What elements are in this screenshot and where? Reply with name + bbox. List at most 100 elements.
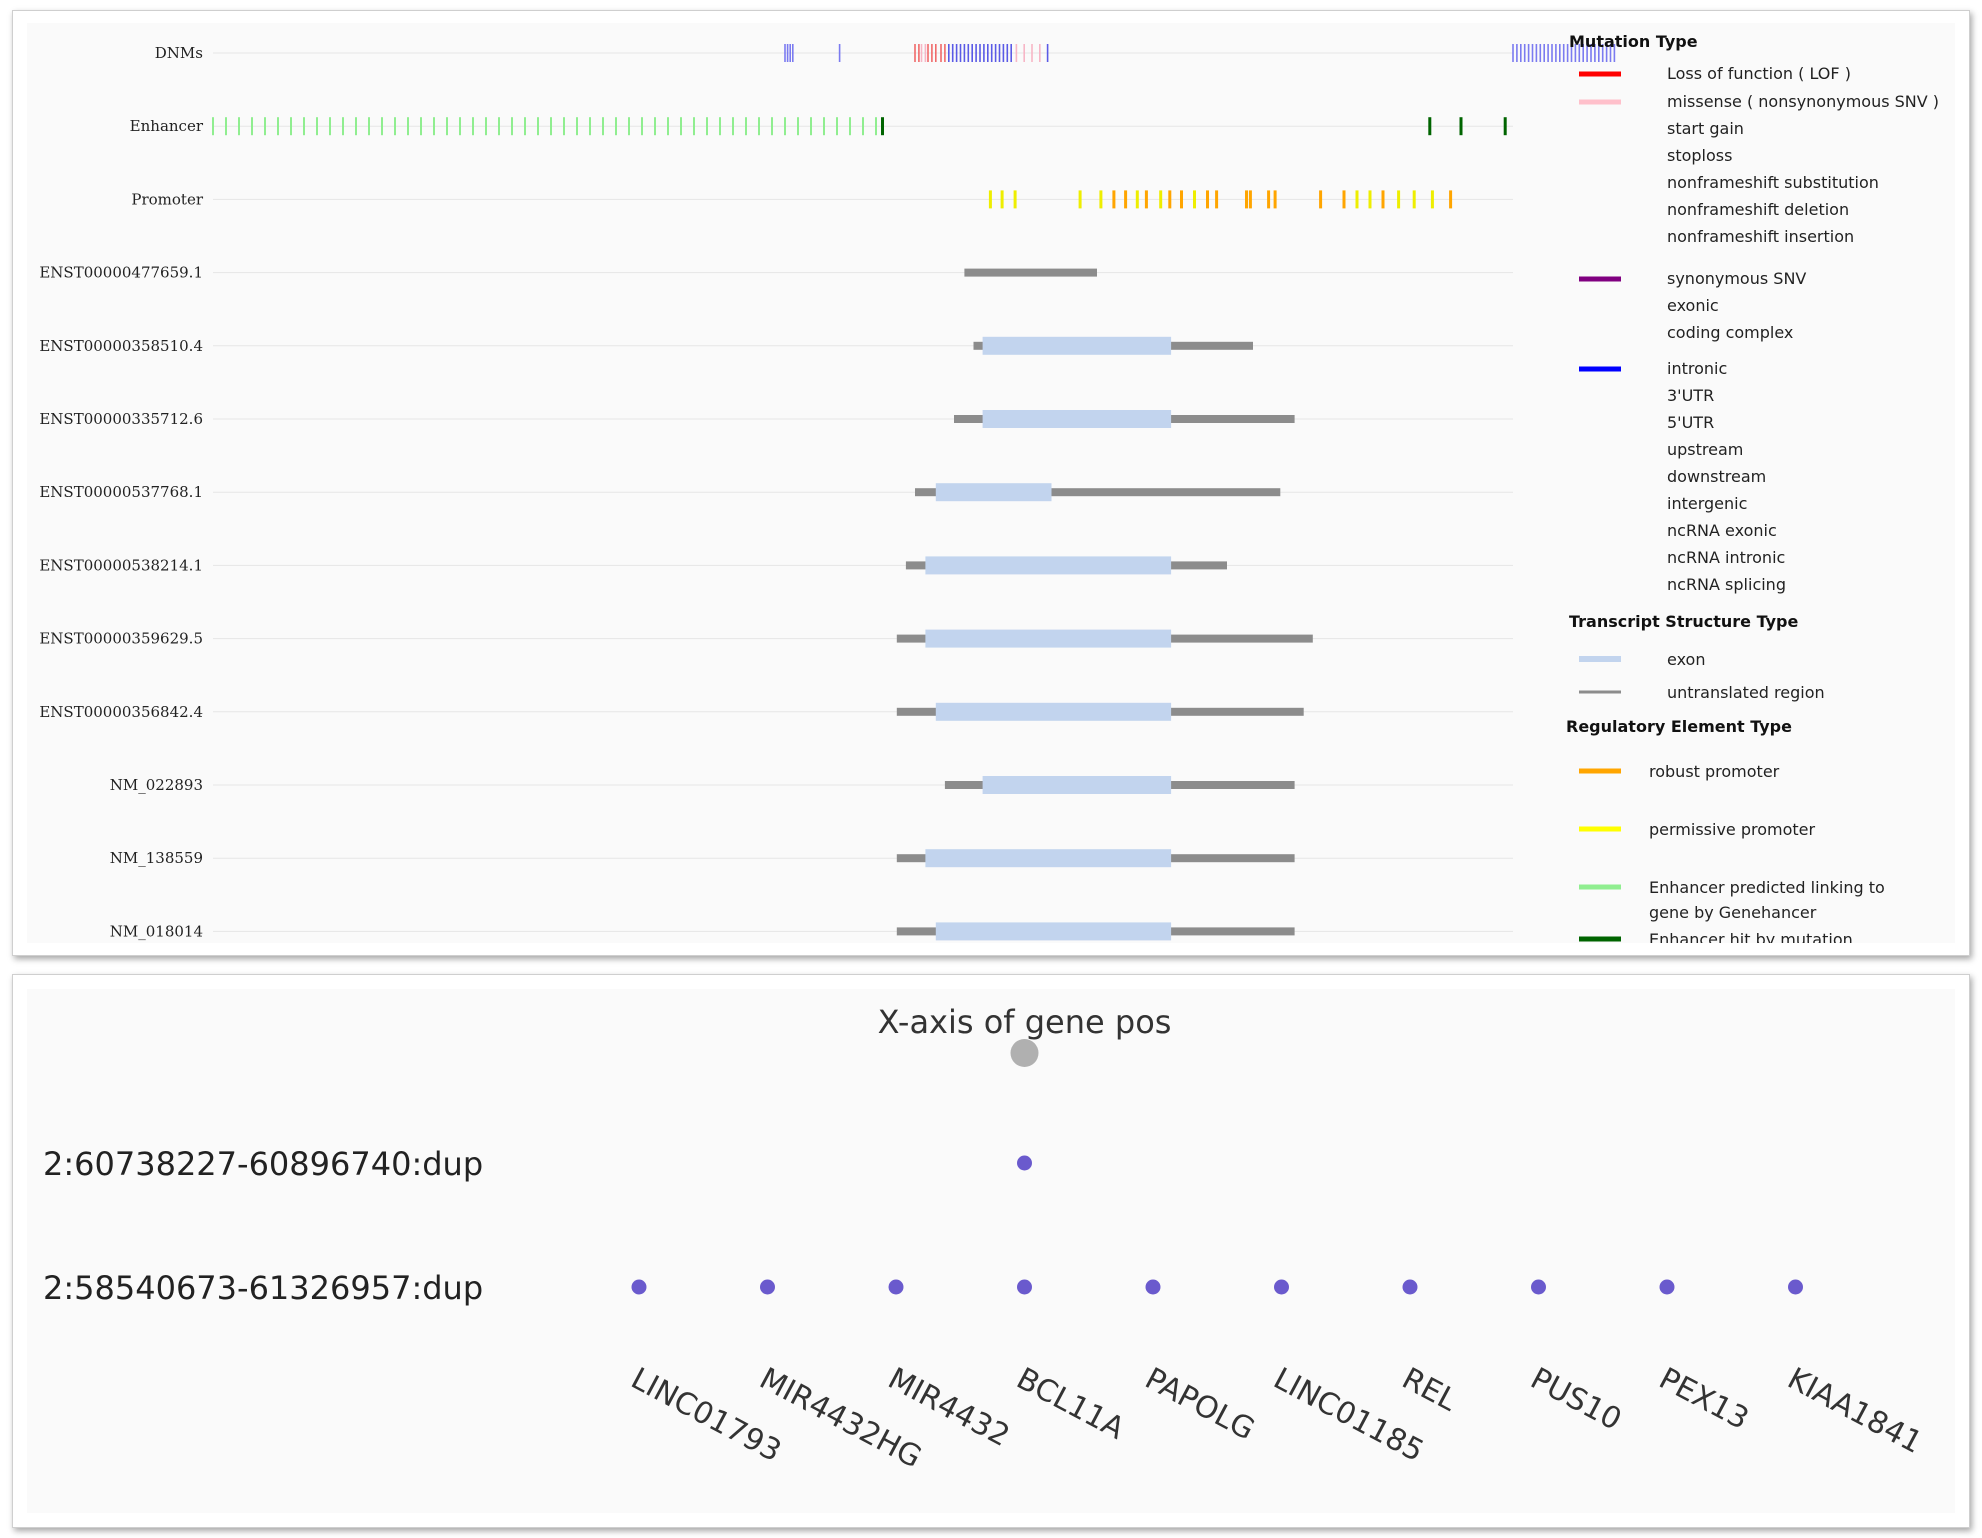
dnm-mark bbox=[1582, 44, 1584, 62]
legend-item: ncRNA intronic bbox=[1667, 548, 1785, 567]
exon-bar bbox=[925, 556, 1172, 575]
exon-bar bbox=[935, 483, 1052, 502]
dnm-mark bbox=[914, 44, 916, 62]
cnv-gene-point bbox=[1145, 1279, 1161, 1295]
enhancer-mark bbox=[446, 117, 448, 136]
enhancer-mark bbox=[797, 117, 799, 136]
genome-browser-panel: DNMs Enhancer Promoter ENST00000477659.1 ENS… bbox=[12, 10, 1970, 956]
dnm-mark bbox=[975, 44, 977, 62]
dnm-mark bbox=[924, 44, 927, 62]
track-label-enhancer: Enhancer bbox=[130, 117, 204, 135]
legend-item: start gain bbox=[1667, 119, 1744, 138]
enhancer-mark bbox=[602, 117, 604, 136]
promoter-mark bbox=[1248, 190, 1252, 209]
utr-bar bbox=[915, 488, 1281, 497]
enhancer-mark bbox=[303, 117, 305, 136]
gene-tick-label: PUS10 bbox=[1525, 1361, 1627, 1438]
legend-item: upstream bbox=[1667, 440, 1743, 459]
enhancer-hit-mark bbox=[1459, 117, 1463, 136]
x-axis-title: X-axis of gene pos bbox=[878, 1003, 1172, 1041]
enhancer-mark bbox=[745, 117, 747, 136]
gene-tick-label: PEX13 bbox=[1653, 1361, 1754, 1437]
enhancer-mark bbox=[589, 117, 591, 136]
legend-item: nonframeshift insertion bbox=[1667, 227, 1854, 246]
dnm-mark bbox=[955, 44, 958, 62]
legend-item: exon bbox=[1667, 650, 1705, 669]
enhancer-mark bbox=[771, 117, 773, 136]
legend-regulatory-heading: Regulatory Element Type bbox=[1566, 717, 1792, 736]
promoter-mark bbox=[1381, 190, 1385, 209]
dnm-mark bbox=[994, 44, 997, 62]
legend-item: Enhancer hit by mutation bbox=[1649, 930, 1853, 943]
promoter-mark bbox=[1000, 190, 1004, 209]
enhancer-mark bbox=[537, 117, 539, 136]
track-label-enst00000358510-4: ENST00000358510.4 bbox=[39, 337, 203, 355]
dnm-mark bbox=[1570, 44, 1573, 62]
dnm-mark bbox=[1578, 44, 1581, 62]
legend-item: synonymous SNV bbox=[1667, 269, 1806, 288]
enhancer-mark bbox=[641, 117, 643, 136]
legend-transcript-heading: Transcript Structure Type bbox=[1569, 612, 1798, 631]
enhancer-mark bbox=[355, 117, 357, 136]
dnm-mark bbox=[1523, 44, 1526, 62]
dnm-mark bbox=[990, 44, 993, 62]
dnm-mark bbox=[1046, 44, 1049, 62]
enhancer-mark bbox=[576, 117, 578, 136]
genome-browser-canvas: DNMs Enhancer Promoter ENST00000477659.1 ENS… bbox=[27, 23, 1955, 943]
enhancer-mark bbox=[680, 117, 682, 136]
dnm-mark bbox=[1006, 44, 1009, 62]
dnm-mark bbox=[1547, 44, 1549, 62]
cnv-gene-point bbox=[1531, 1279, 1546, 1295]
enhancer-mark bbox=[420, 117, 422, 136]
dnm-mark bbox=[1586, 44, 1588, 62]
enhancer-mark bbox=[433, 117, 435, 136]
promoter-mark bbox=[1013, 190, 1017, 209]
dnm-mark bbox=[1015, 44, 1018, 62]
cnv-gene-panel: X-axis of gene pos 2:60738227-60896740:du… bbox=[12, 974, 1970, 1528]
legend-item: coding complex bbox=[1667, 323, 1793, 342]
promoter-mark bbox=[1099, 190, 1103, 209]
utr-bar bbox=[964, 268, 1097, 277]
dnm-mark bbox=[1601, 44, 1604, 62]
cnv-gene-canvas: X-axis of gene pos 2:60738227-60896740:du… bbox=[27, 989, 1955, 1513]
enhancer-mark bbox=[368, 117, 370, 136]
enhancer-mark bbox=[381, 117, 383, 136]
dnm-mark bbox=[1512, 44, 1514, 62]
enhancer-mark bbox=[875, 117, 877, 136]
gene-tick-label: BCL11A bbox=[1011, 1361, 1131, 1447]
dnm-mark bbox=[1010, 44, 1012, 62]
promoter-mark bbox=[1135, 190, 1139, 209]
legend-item: untranslated region bbox=[1667, 683, 1825, 702]
dnm-mark bbox=[918, 44, 920, 62]
dnm-mark bbox=[1574, 44, 1577, 62]
cnv-gene-point bbox=[760, 1279, 775, 1295]
track-label-enst00000359629-5: ENST00000359629.5 bbox=[39, 630, 203, 648]
legend-item: nonframeshift deletion bbox=[1667, 200, 1849, 219]
track-label-promoter: Promoter bbox=[131, 190, 203, 208]
dnm-mark bbox=[1531, 44, 1534, 62]
dnm-mark bbox=[1535, 44, 1538, 62]
track-label-nm-022893: NM_022893 bbox=[110, 776, 203, 794]
exon-bar bbox=[925, 849, 1172, 868]
dnm-mark bbox=[935, 44, 937, 62]
promoter-mark bbox=[1206, 190, 1209, 209]
promoter-mark bbox=[1112, 190, 1116, 209]
dnm-mark bbox=[1527, 44, 1530, 62]
dnm-mark bbox=[1555, 44, 1557, 62]
gene-tick-label: REL bbox=[1396, 1361, 1463, 1419]
promoter-mark bbox=[1144, 190, 1148, 209]
dnm-mark bbox=[1594, 44, 1596, 62]
legend-item: robust promoter bbox=[1649, 762, 1780, 781]
enhancer-mark bbox=[511, 117, 513, 136]
legend-item: downstream bbox=[1667, 467, 1766, 486]
legend-item: Loss of function ( LOF ) bbox=[1667, 64, 1851, 83]
track-label-dnms: DNMs bbox=[155, 44, 203, 62]
dnm-mark bbox=[784, 44, 786, 62]
promoter-mark bbox=[1368, 190, 1372, 209]
cnv-gene-point bbox=[1274, 1279, 1289, 1295]
dnm-mark bbox=[959, 44, 962, 62]
enhancer-mark bbox=[472, 117, 474, 136]
enhancer-mark bbox=[667, 117, 669, 136]
enhancer-mark bbox=[563, 117, 565, 136]
promoter-mark bbox=[1168, 190, 1172, 209]
